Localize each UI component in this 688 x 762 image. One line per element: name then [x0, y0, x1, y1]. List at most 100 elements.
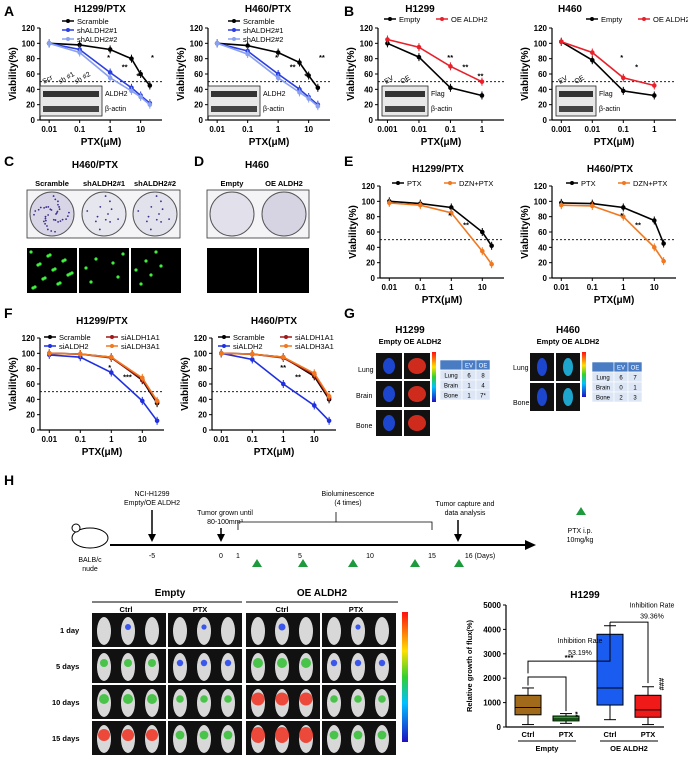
fluorescent-colony	[89, 280, 93, 284]
y-tick-label: 80	[364, 55, 373, 64]
legend-label: PTX	[581, 179, 596, 188]
blot-band	[211, 106, 257, 112]
fluorescent-colony	[121, 252, 125, 256]
stained-colony	[137, 210, 140, 212]
y-tick-label: 100	[190, 39, 204, 48]
y-tick-label: 40	[26, 395, 35, 404]
x-tick-label: 0.01	[585, 125, 601, 134]
x-axis-label: PTX(μM)	[422, 295, 463, 306]
x-tick-label: 10	[650, 283, 659, 292]
mouse-silhouette	[221, 689, 235, 717]
stained-colony	[44, 219, 47, 222]
inhibition-label: Inhibition Rate	[558, 638, 603, 645]
h-row-10: 10 days	[52, 698, 80, 707]
blot-band-label: Flag	[599, 91, 613, 98]
stained-colony	[109, 200, 111, 203]
h-row-5: 5 days	[56, 662, 79, 671]
y-tick-label: 60	[26, 380, 35, 389]
y-tick-label: 100	[22, 349, 36, 358]
legend-label: shALDH2#2	[243, 35, 283, 44]
mouse-images	[92, 613, 396, 755]
x-tick-label: 0.1	[445, 125, 457, 134]
y-axis-label: Viability(%)	[180, 357, 191, 411]
g-cols-h460: Empty OE ALDH2	[537, 337, 600, 346]
stained-colony	[66, 215, 69, 218]
g-organ-bone: Bone	[356, 423, 372, 430]
tumor-signal	[275, 727, 289, 743]
colony-well-empty	[209, 191, 255, 237]
x-tick-label: 0.01	[411, 125, 427, 134]
stained-colony	[34, 210, 37, 212]
x-tick-label: 1	[108, 125, 113, 134]
series-line	[561, 41, 655, 87]
stained-colony	[99, 205, 102, 208]
y-tick-label: 120	[534, 182, 548, 191]
legend-label: DZN+PTX	[459, 179, 493, 188]
y-tick-label: 0	[543, 274, 548, 283]
tumor-signal	[330, 659, 338, 667]
tumor-signal	[377, 730, 387, 740]
y-axis-label: Viability(%)	[520, 205, 531, 259]
signal-spot	[383, 358, 395, 374]
well-label-sh1: shALDH2#1	[83, 179, 125, 188]
stained-colony	[168, 218, 170, 221]
stained-colony	[57, 203, 59, 206]
table-cell	[439, 359, 463, 371]
tumor-signal	[224, 659, 232, 667]
h-mouse2: nude	[82, 566, 98, 573]
mouse-silhouette	[351, 653, 365, 681]
h-capture2: data analysis	[445, 510, 486, 517]
significance-mark: **	[290, 62, 296, 71]
panel-letter-g: G	[344, 305, 355, 321]
legend-label: siALDH2	[59, 342, 89, 351]
h-ptx2: 10mg/kg	[567, 537, 594, 544]
series-line	[217, 42, 319, 89]
stained-colony	[160, 221, 162, 223]
fluorescent-colony	[33, 285, 37, 289]
fluorescent-colony	[149, 273, 153, 277]
y-tick-label: 100	[194, 349, 208, 358]
y-tick-label: 80	[26, 55, 35, 64]
blot-lane-label: OE	[400, 74, 413, 85]
legend-label: Scramble	[59, 333, 91, 342]
table-cell-text: 1	[467, 394, 471, 400]
tumor-signal	[275, 692, 289, 706]
h-tick-m5: -5	[149, 553, 155, 560]
x-tick-label: 0.01	[42, 435, 58, 444]
fluorescent-colony	[43, 276, 47, 280]
y-axis-label: Viability(%)	[8, 47, 19, 101]
chart-title: H1299/PTX	[76, 316, 128, 327]
tumor-signal	[251, 692, 265, 706]
tumor-signal	[146, 729, 158, 741]
x-tick-label: 0.001	[377, 125, 398, 134]
sig-empty: **	[573, 711, 582, 717]
stained-colony	[39, 206, 42, 209]
stained-colony	[58, 208, 61, 211]
series-line	[389, 202, 493, 265]
mouse-silhouette	[351, 617, 365, 645]
x-tick-label: 10	[478, 283, 487, 292]
blot-band-label: ALDH2	[105, 91, 128, 98]
stained-colony	[55, 212, 58, 214]
fluor-sh2	[131, 248, 181, 293]
h-arrow3-head	[454, 534, 462, 542]
y-tick-label: 40	[26, 85, 35, 94]
box-y-tick-label: 0	[497, 723, 502, 732]
blot-lane-label: sh #2	[74, 71, 92, 86]
box-category: Ctrl	[604, 730, 617, 739]
box-y-tick-label: 3000	[483, 650, 501, 659]
x-tick-label: 0.01	[214, 435, 230, 444]
signal-spot	[408, 415, 426, 431]
blot-lane-label: Scr	[42, 74, 55, 86]
legend-label: Empty	[601, 15, 623, 24]
tumor-signal	[330, 695, 338, 703]
mouse-silhouette	[197, 689, 211, 717]
g-organ-lung-2: Lung	[513, 365, 529, 372]
x-tick-label: 0.01	[554, 283, 570, 292]
box-category: PTX	[559, 730, 574, 739]
panel-letter-f: F	[4, 305, 13, 321]
stained-colony	[57, 221, 59, 223]
h-arrow1-head	[148, 534, 156, 542]
panel-letter-h: H	[4, 472, 14, 488]
significance-mark: ***	[123, 372, 132, 381]
